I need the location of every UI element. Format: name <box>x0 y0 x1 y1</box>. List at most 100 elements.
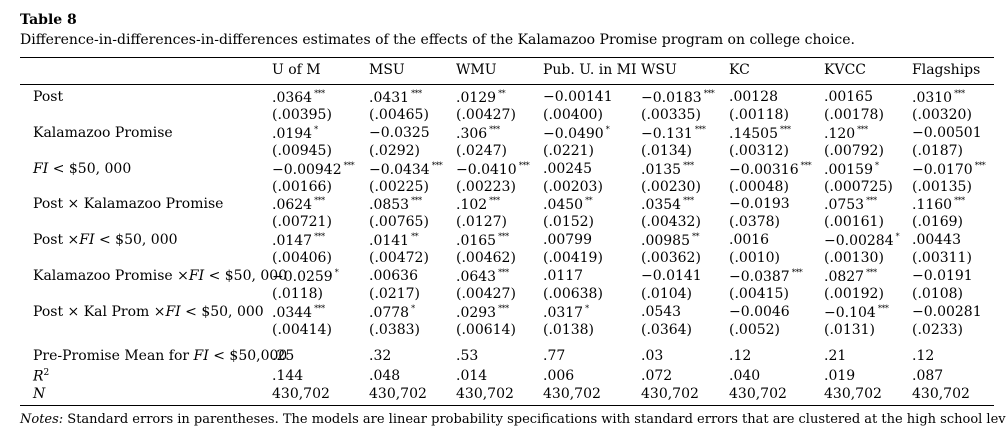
column-header: WMU <box>456 62 497 78</box>
standard-error-cell: (.0010) <box>729 250 781 267</box>
coefficient-cell: .0194 * <box>272 125 318 142</box>
coefficient-value: −0.00141 <box>543 89 613 105</box>
significance-stars: *** <box>489 124 500 134</box>
standard-error-cell: (.00638) <box>543 286 603 302</box>
standard-error-cell: (.00395) <box>272 107 332 123</box>
significance-stars: *** <box>314 196 325 206</box>
coefficient-cell: .0016 <box>729 232 769 248</box>
coefficient-value: .0310 <box>912 90 953 106</box>
significance-stars: *** <box>974 160 986 170</box>
coefficient-value: −0.00316 <box>729 161 799 178</box>
coefficient-cell: −0.0325 <box>369 125 430 141</box>
coefficient-value: .0853 <box>369 197 410 214</box>
row-label: FI < $50, 000 <box>33 160 132 177</box>
standard-error-cell: (.0217) <box>369 286 421 302</box>
coefficient-value: −0.131 <box>641 125 693 142</box>
column-header: Pub. U. in MI <box>543 62 637 78</box>
coefficient-cell: .0293 *** <box>456 304 509 321</box>
standard-error-cell: (.00472) <box>369 250 429 267</box>
significance-stars: * <box>605 124 610 134</box>
coefficient-cell: .0135 *** <box>641 161 694 178</box>
coefficient-value: .0753 <box>824 197 865 214</box>
row-label: Post × Kalamazoo Promise <box>33 196 224 213</box>
coefficient-cell: .00799 <box>543 232 592 248</box>
significance-stars: *** <box>518 160 530 170</box>
standard-error-cell: (.00614) <box>456 321 516 338</box>
row-label: Post × Kal Prom ×FI < $50, 000 <box>33 303 264 320</box>
coefficient-value: .0141 <box>369 233 410 250</box>
standard-error-cell: (.0383) <box>369 321 421 338</box>
summary-value: .25 <box>272 348 295 364</box>
standard-error-cell: (.00311) <box>912 250 972 267</box>
coefficient-cell: .14505 *** <box>729 125 791 142</box>
summary-value: .014 <box>456 368 488 384</box>
standard-error-cell: (.00792) <box>824 142 884 159</box>
coefficient-cell: −0.0434 *** <box>369 161 443 178</box>
column-header: MSU <box>369 62 405 78</box>
standard-error-cell: (.0127) <box>456 214 508 231</box>
coefficient-value: −0.0490 <box>543 125 604 142</box>
standard-error-cell: (.00230) <box>641 178 701 195</box>
standard-error-cell: (.00312) <box>729 142 789 159</box>
significance-stars: *** <box>780 124 791 134</box>
summary-value: 430,702 <box>369 386 427 402</box>
significance-stars: *** <box>314 89 325 98</box>
coefficient-cell: .0317 * <box>543 304 589 321</box>
coefficient-cell: −0.0183 *** <box>641 89 715 106</box>
coefficient-value: −0.0141 <box>641 268 702 284</box>
row-label: Post ×FI < $50, 000 <box>33 232 178 249</box>
summary-value: 430,702 <box>912 386 970 402</box>
standard-error-cell: (.00400) <box>543 107 603 123</box>
standard-error-cell: (.00462) <box>456 250 516 267</box>
coefficient-cell: .00159 * <box>824 161 879 178</box>
coefficient-cell: −0.00316 *** <box>729 161 812 178</box>
standard-error-cell: (.00192) <box>824 286 884 302</box>
coefficient-cell: −0.00942 *** <box>272 161 355 178</box>
standard-error-cell: (.00166) <box>272 178 332 195</box>
summary-value: .019 <box>824 368 856 384</box>
significance-stars: *** <box>683 160 694 170</box>
coefficient-cell: .0141 ** <box>369 232 419 250</box>
coefficient-value: −0.0259 <box>272 269 333 285</box>
standard-error-cell: (.00362) <box>641 250 701 267</box>
column-header: KVCC <box>824 62 866 78</box>
coefficient-cell: −0.0170 *** <box>912 160 986 178</box>
coefficient-value: −0.0410 <box>456 161 517 178</box>
coefficient-value: .0450 <box>543 197 584 214</box>
significance-stars: *** <box>703 89 715 98</box>
coefficient-cell: .0354 *** <box>641 196 694 213</box>
standard-error-cell: (.00419) <box>543 250 603 267</box>
table-notes: Notes: Standard errors in parentheses. T… <box>20 412 1006 427</box>
standard-error-cell: (.00427) <box>456 286 516 302</box>
row-label: Post <box>33 89 64 105</box>
significance-stars: ** <box>498 89 506 98</box>
coefficient-value: .102 <box>456 197 488 214</box>
coefficient-cell: −0.0410 *** <box>456 160 530 178</box>
significance-stars: *** <box>489 196 500 206</box>
significance-stars: ** <box>585 196 593 206</box>
coefficient-value: .0364 <box>272 90 313 106</box>
coefficient-value: .0165 <box>456 233 497 250</box>
coefficient-cell: .0129 ** <box>456 89 506 106</box>
standard-error-cell: (.00118) <box>729 107 789 123</box>
coefficient-cell: .1160 *** <box>912 196 965 213</box>
summary-label: Pre-Promise Mean for FI < $50,000 <box>33 348 288 364</box>
bottom-rule <box>20 405 994 406</box>
coefficient-value: −0.104 <box>824 304 876 321</box>
coefficient-cell: −0.0259 * <box>272 268 339 285</box>
standard-error-cell: (.00721) <box>272 214 332 231</box>
coefficient-value: .0117 <box>543 268 584 284</box>
standard-error-cell: (.00335) <box>641 107 701 123</box>
coefficient-value: .00443 <box>912 232 961 249</box>
coefficient-cell: .0543 <box>641 304 681 320</box>
significance-stars: * <box>585 303 589 313</box>
coefficient-value: −0.0325 <box>369 124 430 141</box>
coefficient-value: .00636 <box>369 268 418 284</box>
coefficient-cell: .102 *** <box>456 196 500 213</box>
summary-value: .072 <box>641 368 673 384</box>
coefficient-value: .0317 <box>543 304 584 321</box>
standard-error-cell: (.00161) <box>824 214 884 231</box>
summary-value: .12 <box>729 348 752 364</box>
coefficient-cell: .00165 <box>824 89 873 105</box>
significance-stars: *** <box>411 89 422 98</box>
